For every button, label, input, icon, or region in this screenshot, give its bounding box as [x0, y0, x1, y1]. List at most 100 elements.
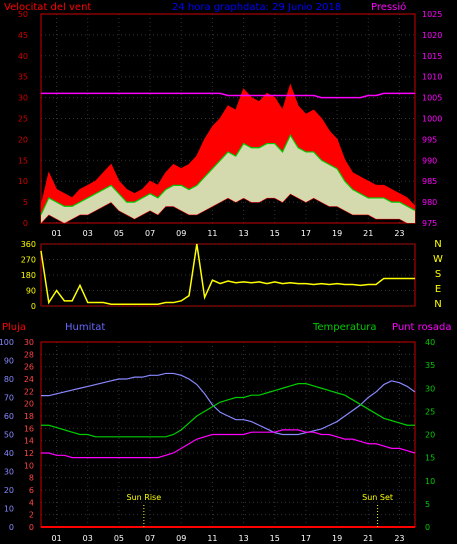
- temperature-y-tick-label: 35: [425, 361, 435, 370]
- pressure-y-tick-label: 1005: [422, 94, 442, 103]
- rain-y-tick-label: 8: [29, 474, 34, 483]
- wind-x-tick-label: 23: [394, 229, 404, 238]
- rain-y-tick-label: 26: [24, 363, 34, 372]
- temperature-y-tick-label: 20: [425, 431, 435, 440]
- top-chart-title: 24 hora graphdata: 29 Junio 2018: [172, 2, 341, 13]
- humidity-y-tick-label: 60: [4, 412, 14, 421]
- wind-average-line: [40, 133, 416, 215]
- rain-axis-label: Pluja: [2, 322, 26, 333]
- humidity-y-tick-label: 20: [4, 486, 14, 495]
- direction-y-tick-label: 180: [21, 271, 36, 280]
- rain-y-tick-label: 14: [24, 437, 34, 446]
- rain-y-tick-label: 18: [24, 412, 34, 421]
- weather-x-tick-label: 19: [332, 534, 342, 543]
- wind-x-tick-label: 05: [114, 229, 124, 238]
- pressure-y-tick-label: 990: [422, 156, 437, 165]
- temperature-y-tick-label: 30: [425, 384, 435, 393]
- wind-y-tick-label: 40: [18, 52, 28, 61]
- rain-y-tick-label: 24: [24, 375, 34, 384]
- rain-y-tick-label: 30: [24, 338, 34, 347]
- rain-y-tick-label: 2: [29, 511, 34, 520]
- temperature-y-tick-label: 25: [425, 407, 435, 416]
- pressure-y-tick-label: 995: [422, 135, 437, 144]
- weather-x-tick-label: 13: [238, 534, 248, 543]
- wind-x-tick-label: 11: [207, 229, 217, 238]
- temperature-y-tick-label: 10: [425, 477, 435, 486]
- wind-x-tick-label: 19: [332, 229, 342, 238]
- wind-y-tick-label: 35: [18, 73, 28, 82]
- compass-letter: W: [433, 254, 443, 265]
- wind-x-tick-label: 09: [176, 229, 186, 238]
- weather-x-tick-label: 23: [394, 534, 404, 543]
- rain-y-tick-label: 6: [29, 486, 34, 495]
- wind-direction-line: [40, 243, 415, 306]
- humidity-axis-label: Humitat: [65, 322, 105, 333]
- dew-point-line: [41, 429, 416, 459]
- rain-y-tick-label: 20: [24, 400, 34, 409]
- chart-panels: 0510152025303540455097598098599099510001…: [0, 10, 443, 543]
- wind-y-tick-label: 50: [18, 10, 28, 19]
- sunrise-label: Sun Rise: [127, 493, 162, 502]
- temperature-y-tick-label: 40: [425, 338, 435, 347]
- wind-chart-frame: [40, 13, 416, 224]
- wind-x-tick-label: 21: [363, 229, 373, 238]
- weather-x-tick-label: 11: [207, 534, 217, 543]
- weather-x-tick-label: 03: [83, 534, 93, 543]
- wind-y-tick-label: 10: [18, 177, 28, 186]
- wind-y-tick-label: 45: [18, 31, 28, 40]
- pressure-axis-label: Pressió: [371, 1, 406, 13]
- rain-y-tick-label: 16: [24, 424, 34, 433]
- wind-x-tick-label: 07: [145, 229, 155, 238]
- weather-x-tick-label: 17: [301, 534, 311, 543]
- pressure-y-tick-label: 980: [422, 198, 437, 207]
- humidity-y-tick-label: 10: [4, 505, 14, 514]
- temperature-line: [41, 383, 415, 438]
- wind-y-tick-label: 0: [23, 219, 28, 228]
- weather-x-tick-label: 21: [363, 534, 373, 543]
- rain-y-tick-label: 4: [29, 498, 34, 507]
- rain-y-tick-label: 22: [24, 387, 34, 396]
- temperature-y-tick-label: 5: [425, 500, 430, 509]
- weather-x-tick-label: 01: [51, 534, 61, 543]
- temperature-y-tick-label: 0: [425, 523, 430, 532]
- sunset-label: Sun Set: [362, 493, 393, 502]
- wind-y-tick-label: 25: [18, 115, 28, 124]
- dew-point-axis-label: Punt rosada: [392, 322, 451, 333]
- weather-x-tick-label: 07: [145, 534, 155, 543]
- rain-y-tick-label: 10: [24, 461, 34, 470]
- compass-letter: N: [434, 299, 441, 310]
- compass-letter: E: [435, 284, 441, 295]
- humidity-y-tick-label: 100: [0, 338, 14, 347]
- pressure-y-tick-label: 1000: [422, 115, 442, 124]
- humidity-y-tick-label: 0: [9, 523, 14, 532]
- wind-x-tick-label: 13: [238, 229, 248, 238]
- humidity-y-tick-label: 50: [4, 431, 14, 440]
- wind-x-tick-label: 17: [301, 229, 311, 238]
- wind-x-tick-label: 01: [51, 229, 61, 238]
- direction-y-tick-label: 90: [26, 287, 36, 296]
- pressure-line: [41, 92, 415, 99]
- temperature-axis-label: Temperatura: [312, 322, 377, 333]
- wind-y-tick-label: 20: [18, 135, 28, 144]
- temperature-y-tick-label: 15: [425, 454, 435, 463]
- pressure-y-tick-label: 1015: [422, 52, 442, 61]
- wind-speed-band: [41, 135, 415, 223]
- compass-letter: S: [435, 269, 441, 280]
- direction-y-tick-label: 0: [31, 302, 36, 311]
- humidity-y-tick-label: 80: [4, 375, 14, 384]
- weather-x-tick-label: 09: [176, 534, 186, 543]
- wind-x-tick-label: 03: [83, 229, 93, 238]
- pressure-y-tick-label: 1010: [422, 73, 442, 82]
- direction-y-tick-label: 270: [21, 256, 36, 265]
- wind-y-tick-label: 15: [18, 156, 28, 165]
- compass-letter: N: [434, 239, 441, 250]
- rain-y-tick-label: 28: [24, 350, 34, 359]
- weather-x-tick-label: 05: [114, 534, 124, 543]
- humidity-y-tick-label: 30: [4, 468, 14, 477]
- wind-y-tick-label: 30: [18, 94, 28, 103]
- direction-y-tick-label: 360: [21, 240, 36, 249]
- humidity-y-tick-label: 70: [4, 394, 14, 403]
- pressure-y-tick-label: 1020: [422, 31, 442, 40]
- rain-y-tick-label: 0: [29, 523, 34, 532]
